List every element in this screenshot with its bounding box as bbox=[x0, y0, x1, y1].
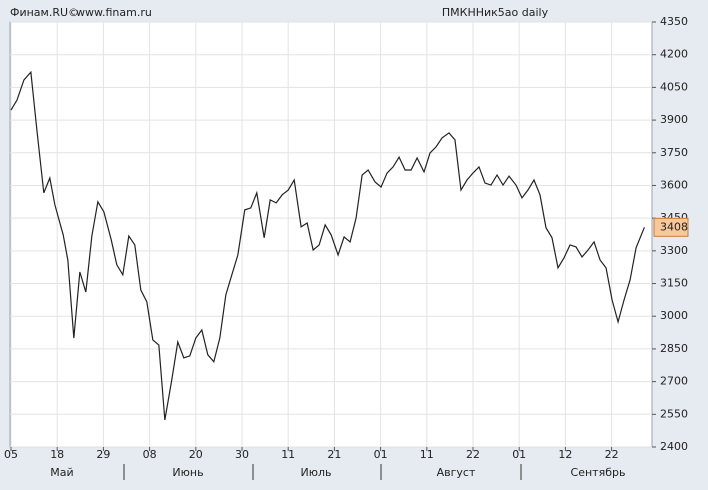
y-tick-label: 2400 bbox=[660, 440, 688, 453]
x-tick-label: 11 bbox=[281, 448, 295, 461]
month-label: Июнь bbox=[172, 466, 203, 479]
x-tick-label: 18 bbox=[50, 448, 64, 461]
last-price-label: 3408 bbox=[660, 220, 688, 233]
x-tick-label: 30 bbox=[235, 448, 249, 461]
y-tick-label: 3150 bbox=[660, 277, 688, 290]
month-label: Сентябрь bbox=[571, 466, 626, 479]
chart-title: ПМКННик5ао daily bbox=[442, 6, 549, 19]
y-tick-label: 3000 bbox=[660, 309, 688, 322]
source: Финам.RU© bbox=[10, 6, 79, 19]
y-tick-label: 2850 bbox=[660, 342, 688, 355]
price-line bbox=[10, 70, 645, 421]
x-tick-label: 20 bbox=[189, 448, 203, 461]
x-tick-label: 11 bbox=[420, 448, 434, 461]
x-tick-label: 21 bbox=[327, 448, 341, 461]
y-tick-label: 4050 bbox=[660, 80, 688, 93]
month-separators bbox=[123, 464, 522, 480]
x-tick-label: 12 bbox=[558, 448, 572, 461]
y-tick-label: 4200 bbox=[660, 48, 688, 61]
last-price-box bbox=[653, 217, 689, 237]
x-tick-label: 05 bbox=[4, 448, 18, 461]
y-tick-label: 3750 bbox=[660, 146, 688, 159]
x-tick-label: 29 bbox=[96, 448, 110, 461]
month-label: Июль bbox=[300, 466, 331, 479]
x-tick-label: 01 bbox=[374, 448, 388, 461]
month-label: Май bbox=[50, 466, 73, 479]
x-tick-label: 22 bbox=[466, 448, 480, 461]
site: www.finam.ru bbox=[76, 6, 152, 19]
y-tick-label: 4350 bbox=[660, 15, 688, 28]
month-label: Август bbox=[437, 466, 476, 479]
y-tick-label: 3300 bbox=[660, 244, 688, 257]
y-tick-label: 3900 bbox=[660, 113, 688, 126]
x-tick-label: 01 bbox=[512, 448, 526, 461]
y-tick-label: 3600 bbox=[660, 178, 688, 191]
y-tick-label: 2700 bbox=[660, 375, 688, 388]
x-tick-label: 22 bbox=[605, 448, 619, 461]
x-tick-label: 08 bbox=[143, 448, 157, 461]
y-tick-label: 2550 bbox=[660, 407, 688, 420]
